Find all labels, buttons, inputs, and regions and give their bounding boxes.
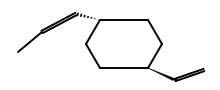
Polygon shape	[148, 68, 177, 80]
